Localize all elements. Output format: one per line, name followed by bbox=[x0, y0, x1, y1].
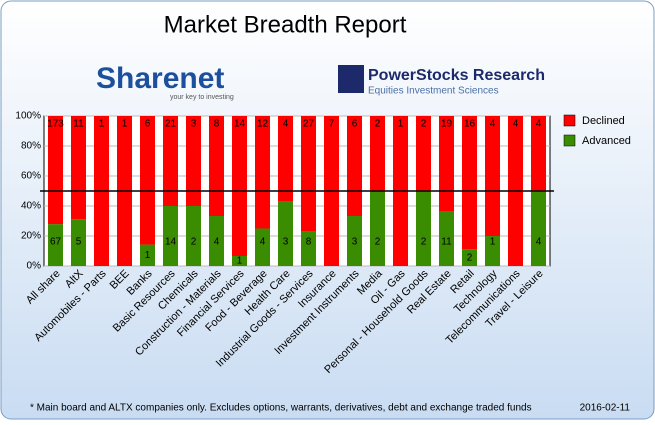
logo-tagline: Equities Investment Sciences bbox=[368, 86, 499, 97]
value-label: 27 bbox=[303, 119, 315, 130]
value-label: 4 bbox=[536, 237, 542, 248]
bar-segment bbox=[255, 228, 270, 266]
bar-segment bbox=[370, 116, 385, 191]
y-tick-label: 60% bbox=[21, 171, 41, 182]
bar-segment bbox=[186, 206, 201, 266]
date: 2016-02-11 bbox=[580, 403, 631, 414]
value-label: 1 bbox=[122, 119, 128, 130]
logo-name: PowerStocks Research bbox=[368, 67, 545, 84]
value-label: 4 bbox=[214, 237, 220, 248]
bar-segment bbox=[531, 116, 546, 191]
legend-swatch bbox=[563, 134, 576, 147]
value-label: 1 bbox=[237, 256, 243, 267]
value-label: 8 bbox=[214, 119, 220, 130]
bar-segment bbox=[531, 191, 546, 266]
value-label: 4 bbox=[513, 119, 519, 130]
logo-icon bbox=[338, 65, 364, 93]
legend-label: Advanced bbox=[582, 135, 631, 147]
logo-tagline: your key to investing bbox=[170, 94, 234, 101]
legend-swatch bbox=[563, 114, 576, 127]
bar-segment bbox=[140, 244, 155, 266]
bar-segment bbox=[278, 116, 293, 202]
value-label: 3 bbox=[191, 119, 197, 130]
bar-segment bbox=[71, 116, 86, 220]
bar-segment bbox=[48, 116, 63, 225]
value-label: 2 bbox=[191, 237, 197, 248]
bar-segment bbox=[485, 116, 500, 236]
bar-segment bbox=[462, 249, 477, 266]
y-tick-label: 40% bbox=[21, 201, 41, 212]
value-label: 4 bbox=[260, 237, 266, 248]
value-label: 4 bbox=[283, 119, 289, 130]
value-label: 173 bbox=[47, 119, 64, 130]
value-label: 19 bbox=[441, 119, 453, 130]
bar-segment bbox=[209, 216, 224, 266]
y-tick-label: 100% bbox=[15, 111, 41, 122]
bar-segment bbox=[439, 116, 454, 211]
value-label: 7 bbox=[329, 119, 335, 130]
bar-segment bbox=[163, 206, 178, 266]
bar-segment bbox=[255, 116, 270, 229]
chart-title: Market Breadth Report bbox=[164, 11, 407, 38]
bar-segment bbox=[370, 191, 385, 266]
value-label: 3 bbox=[283, 237, 289, 248]
bar-segment bbox=[439, 211, 454, 266]
value-label: 67 bbox=[50, 237, 62, 248]
value-label: 1 bbox=[145, 250, 151, 261]
value-label: 4 bbox=[490, 119, 496, 130]
bar-segment bbox=[301, 231, 316, 266]
bar-segment bbox=[232, 256, 247, 266]
y-tick-label: 80% bbox=[21, 141, 41, 152]
value-label: 5 bbox=[76, 237, 82, 248]
y-tick-label: 20% bbox=[21, 231, 41, 242]
bar-segment bbox=[485, 236, 500, 266]
value-label: 2 bbox=[421, 237, 427, 248]
bar-segment bbox=[301, 116, 316, 232]
value-label: 1 bbox=[99, 119, 105, 130]
bar-segment bbox=[416, 191, 431, 266]
bar-segment bbox=[48, 224, 63, 266]
bar-segment bbox=[163, 116, 178, 206]
bar-segment bbox=[140, 116, 155, 245]
value-label: 12 bbox=[257, 119, 269, 130]
value-label: 11 bbox=[73, 119, 84, 130]
value-label: 2 bbox=[375, 119, 381, 130]
legend-label: Declined bbox=[582, 115, 625, 127]
bar-segment bbox=[232, 116, 247, 256]
value-label: 6 bbox=[145, 119, 151, 130]
value-label: 11 bbox=[441, 237, 452, 248]
value-label: 8 bbox=[306, 237, 312, 248]
bar-segment bbox=[209, 116, 224, 216]
bar-segment bbox=[347, 116, 362, 216]
value-label: 1 bbox=[398, 119, 404, 130]
logo-name: Sharenet bbox=[96, 62, 224, 95]
value-label: 4 bbox=[536, 119, 542, 130]
bar-segment bbox=[347, 216, 362, 266]
bar-segment bbox=[416, 116, 431, 191]
value-label: 2 bbox=[421, 119, 427, 130]
bar-segment bbox=[462, 116, 477, 250]
value-label: 21 bbox=[165, 119, 177, 130]
value-label: 16 bbox=[464, 119, 476, 130]
value-label: 14 bbox=[165, 237, 177, 248]
y-tick-label: 0% bbox=[27, 261, 42, 272]
value-label: 2 bbox=[375, 237, 381, 248]
value-label: 3 bbox=[352, 237, 358, 248]
value-label: 6 bbox=[352, 119, 358, 130]
value-label: 2 bbox=[467, 252, 473, 263]
bar-segment bbox=[278, 201, 293, 266]
value-label: 14 bbox=[234, 119, 246, 130]
bar-segment bbox=[186, 116, 201, 206]
bar-segment bbox=[71, 219, 86, 266]
footnote: * Main board and ALTX companies only. Ex… bbox=[30, 403, 532, 414]
value-label: 1 bbox=[490, 237, 496, 248]
